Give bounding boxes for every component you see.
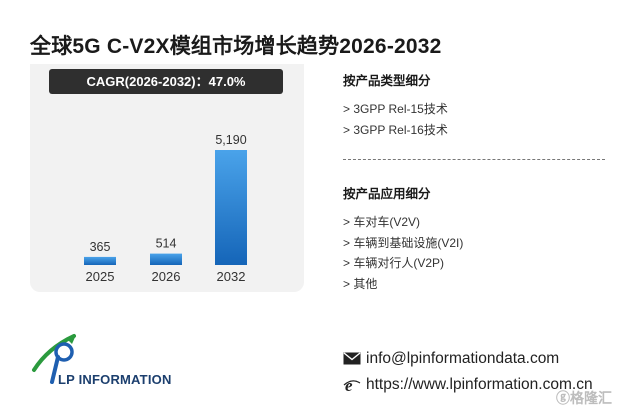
dashed-divider (343, 159, 605, 160)
application-heading: 按产品应用细分 (343, 187, 431, 201)
lp-logo-icon (32, 334, 76, 384)
corner-logo-glyph: ⓖ (556, 390, 570, 406)
application-section: 按产品应用细分 > 车对车(V2V) > 车辆到基础设施(V2I) > 车辆对行… (343, 183, 613, 294)
list-item: > 3GPP Rel-16技术 (343, 122, 448, 137)
list-item: > 3GPP Rel-15技术 (343, 102, 448, 116)
contact-email[interactable]: info@lpinformationdata.com (343, 350, 559, 368)
website-text: https://www.lpinformation.com.cn (366, 376, 593, 394)
value-label: 5,190 (215, 133, 246, 147)
bar-2032 (215, 150, 247, 265)
contact-website[interactable]: e https://www.lpinformation.com.cn (343, 376, 593, 394)
corner-logo-text: 格隆汇 (570, 390, 612, 406)
logo-text: LP INFORMATION (58, 372, 172, 387)
list-item: > 车辆对行人(V2P) (343, 256, 445, 270)
bar-chart: 365 2025 514 2026 5,190 2032 (84, 133, 247, 284)
list-item: > 车对车(V2V) (343, 215, 421, 229)
product-type-section: 按产品类型细分 > 3GPP Rel-15技术 > 3GPP Rel-16技术 (343, 70, 613, 140)
corner-watermark-logo: ⓖ格隆汇 (556, 388, 612, 408)
category-label: 2032 (217, 269, 246, 284)
envelope-icon (343, 352, 361, 365)
product-type-heading: 按产品类型细分 (343, 74, 431, 88)
category-label: 2026 (152, 269, 181, 284)
cagr-badge: CAGR(2026-2032)：47.0% (49, 69, 283, 94)
value-label: 365 (90, 240, 111, 254)
bar-2025 (84, 256, 116, 265)
category-label: 2025 (86, 269, 115, 284)
svg-text:e: e (345, 376, 353, 394)
email-text: info@lpinformationdata.com (366, 350, 560, 367)
value-label: 514 (156, 237, 177, 251)
list-item: > 其他 (343, 276, 378, 291)
page-title: 全球5G C-V2X模组市场增长趋势2026-2032 (30, 35, 442, 58)
list-item: > 车辆到基础设施(V2I) (343, 235, 464, 250)
bar-2026 (150, 253, 182, 265)
browser-e-icon: e (343, 376, 361, 394)
